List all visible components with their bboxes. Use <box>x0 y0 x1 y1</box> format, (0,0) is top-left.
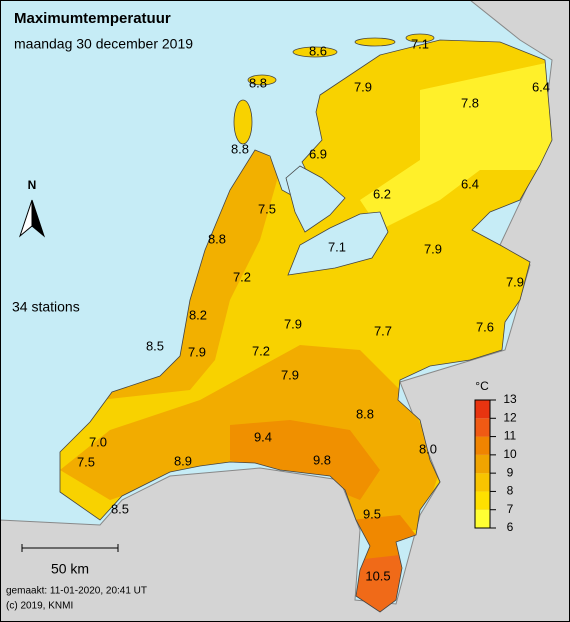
legend-tick-label: 7 <box>507 502 514 516</box>
station-value: 7.9 <box>188 344 206 359</box>
scale-label: 50 km <box>51 561 89 577</box>
legend-tick-label: 8 <box>507 484 514 498</box>
legend-swatch <box>475 436 490 455</box>
station-value: 8.6 <box>309 43 327 58</box>
station-value: 7.1 <box>328 239 346 254</box>
station-value: 7.9 <box>506 274 524 289</box>
legend-tick-label: 6 <box>507 520 514 534</box>
ijsselmeer <box>287 211 389 276</box>
north-arrow <box>18 199 46 238</box>
station-value: 9.8 <box>313 452 331 467</box>
station-value: 8.9 <box>174 453 192 468</box>
station-value: 7.9 <box>354 79 372 94</box>
station-value: 10.5 <box>365 568 390 583</box>
station-value: 8.8 <box>208 231 226 246</box>
station-value: 7.7 <box>374 323 392 338</box>
station-value: 8.5 <box>146 338 164 353</box>
legend-tick-label: 9 <box>507 465 514 479</box>
station-value: 7.5 <box>77 454 95 469</box>
island <box>292 46 338 58</box>
footer-made: gemaakt: 11-01-2020, 20:41 UT <box>6 586 147 597</box>
legend-swatch <box>475 454 490 474</box>
station-value: 8.8 <box>356 406 374 421</box>
country-outline <box>59 39 553 613</box>
north-arrow-right <box>31 199 46 238</box>
station-value: 7.9 <box>281 367 299 382</box>
station-value: 8.0 <box>419 441 437 456</box>
island <box>354 37 396 47</box>
island <box>405 33 435 43</box>
legend-frame <box>474 399 491 529</box>
station-value: 8.8 <box>249 75 267 90</box>
legend-unit: °C <box>475 379 489 393</box>
station-value: 7.9 <box>424 241 442 256</box>
station-value: 7.0 <box>89 434 107 449</box>
station-value: 6.4 <box>532 79 550 94</box>
legend-tick-label: 12 <box>503 410 517 424</box>
north-label: N <box>28 178 37 192</box>
island <box>247 74 277 86</box>
subtitle: maandag 30 december 2019 <box>14 36 193 52</box>
station-value: 9.5 <box>363 506 381 521</box>
station-value: 7.6 <box>476 319 494 334</box>
footer-copyright: (c) 2019, KNMI <box>6 601 73 612</box>
station-value: 7.1 <box>411 36 429 51</box>
station-value: 7.2 <box>252 343 270 358</box>
wadden-islands <box>233 33 435 145</box>
zone-9-10 <box>230 420 380 500</box>
legend-tick-label: 10 <box>503 447 517 461</box>
zone-6-7 <box>360 60 552 230</box>
ijsselmeer <box>285 165 346 233</box>
station-count: 34 stations <box>12 299 80 315</box>
station-value: 7.2 <box>233 269 251 284</box>
title: Maximumtemperatuur <box>14 10 171 27</box>
legend-tick-label: 13 <box>503 392 517 406</box>
station-value: 6.2 <box>373 186 391 201</box>
station-value: 8.2 <box>189 307 207 322</box>
legend-swatch <box>475 418 490 437</box>
legend-swatch <box>475 491 490 510</box>
station-value: 9.4 <box>254 429 272 444</box>
station-value: 7.9 <box>284 316 302 331</box>
island <box>233 99 253 145</box>
station-value: 6.9 <box>309 146 327 161</box>
station-value: 8.5 <box>111 501 129 516</box>
legend-swatch <box>475 509 490 528</box>
station-value: 7.8 <box>461 95 479 110</box>
legend-swatch <box>475 400 490 419</box>
legend-tick-label: 11 <box>504 429 517 443</box>
station-value: 8.8 <box>231 141 249 156</box>
station-value: 7.5 <box>258 201 276 216</box>
legend-swatch <box>475 473 490 492</box>
station-value: 6.4 <box>461 176 479 191</box>
